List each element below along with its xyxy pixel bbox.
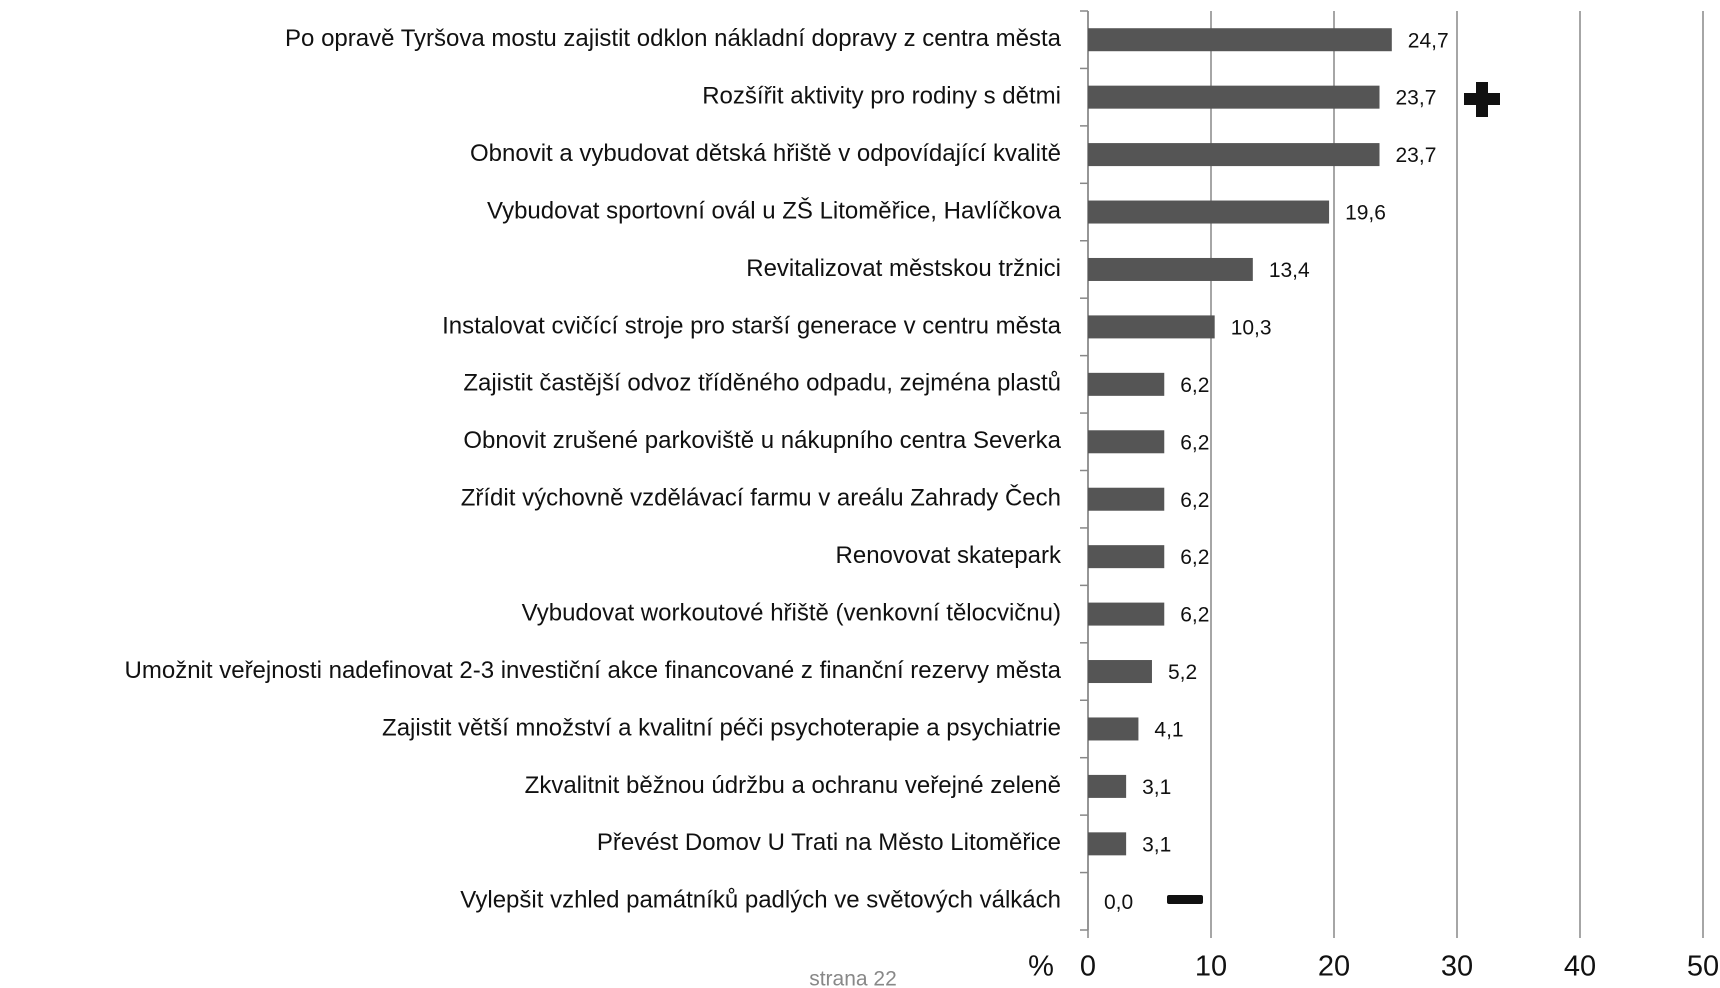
y-tick-label: Zřídit výchovně vzdělávací farmu v areál…: [461, 484, 1061, 512]
y-tick-label: Revitalizovat městskou tržnici: [746, 255, 1061, 282]
bar: [1088, 717, 1139, 741]
bar: [1088, 774, 1127, 798]
x-tick-label: 0: [1080, 951, 1096, 983]
bar: [1088, 257, 1253, 281]
y-tick-label: Po opravě Tyršova mostu zajistit odklon …: [285, 25, 1062, 52]
y-tick-label: Zajistit větší množství a kvalitní péči …: [382, 714, 1061, 741]
y-tick-label: Zajistit častější odvoz tříděného odpadu…: [463, 370, 1061, 397]
value-label: 0,0: [1104, 891, 1133, 914]
value-label: 19,6: [1345, 202, 1386, 225]
y-tick-label: Umožnit veřejnosti nadefinovat 2-3 inves…: [125, 657, 1062, 684]
bar: [1088, 832, 1127, 856]
y-tick-label: Rozšířit aktivity pro rodiny s dětmi: [702, 83, 1061, 110]
value-label: 6,2: [1180, 489, 1209, 512]
bar: [1088, 315, 1215, 339]
page-footer: strana 22: [809, 968, 897, 988]
x-tick-label: 40: [1564, 951, 1596, 983]
bar: [1088, 85, 1380, 109]
bar: [1088, 372, 1165, 396]
y-tick-label: Obnovit zrušené parkoviště u nákupního c…: [463, 427, 1061, 454]
bar: [1088, 660, 1152, 684]
x-axis-label: %: [1028, 951, 1054, 983]
value-label: 6,2: [1180, 431, 1209, 454]
x-tick-label: 20: [1318, 951, 1350, 983]
y-tick-label: Zkvalitnit běžnou údržbu a ochranu veřej…: [525, 772, 1061, 799]
bar: [1088, 28, 1392, 52]
bar: [1088, 430, 1165, 454]
x-tick-label: 30: [1441, 951, 1473, 983]
value-label: 6,2: [1180, 546, 1209, 569]
value-label: 6,2: [1180, 374, 1209, 397]
y-tick-label: Vybudovat sportovní ovál u ZŠ Litoměřice…: [487, 196, 1062, 224]
value-label: 24,7: [1408, 29, 1449, 52]
x-tick-label: 10: [1195, 951, 1227, 983]
value-label: 6,2: [1180, 604, 1209, 627]
value-label: 3,1: [1142, 776, 1171, 799]
y-tick-label: Převést Domov U Trati na Město Litoměřic…: [597, 829, 1061, 856]
value-label: 4,1: [1154, 719, 1183, 742]
minus-icon: [1167, 895, 1203, 904]
value-label: 23,7: [1396, 87, 1437, 110]
y-tick-label: Renovovat skatepark: [836, 542, 1062, 569]
bar: [1088, 545, 1165, 569]
y-tick-label: Vybudovat workoutové hřiště (venkovní tě…: [522, 599, 1061, 626]
x-tick-label: 50: [1687, 951, 1719, 983]
y-tick-label: Vylepšit vzhled památníků padlých ve svě…: [460, 887, 1061, 914]
y-tick-label: Instalovat cvičící stroje pro starší gen…: [442, 312, 1062, 339]
bar: [1088, 200, 1330, 224]
value-label: 13,4: [1269, 259, 1310, 282]
bar: [1088, 602, 1165, 626]
y-tick-label: Obnovit a vybudovat dětská hřiště v odpo…: [470, 140, 1061, 167]
value-label: 5,2: [1168, 661, 1197, 684]
value-label: 23,7: [1396, 144, 1437, 167]
plus-icon: [1464, 82, 1500, 117]
value-label: 10,3: [1231, 316, 1272, 339]
value-label: 3,1: [1142, 833, 1171, 856]
bar: [1088, 487, 1165, 511]
bar: [1088, 143, 1380, 167]
